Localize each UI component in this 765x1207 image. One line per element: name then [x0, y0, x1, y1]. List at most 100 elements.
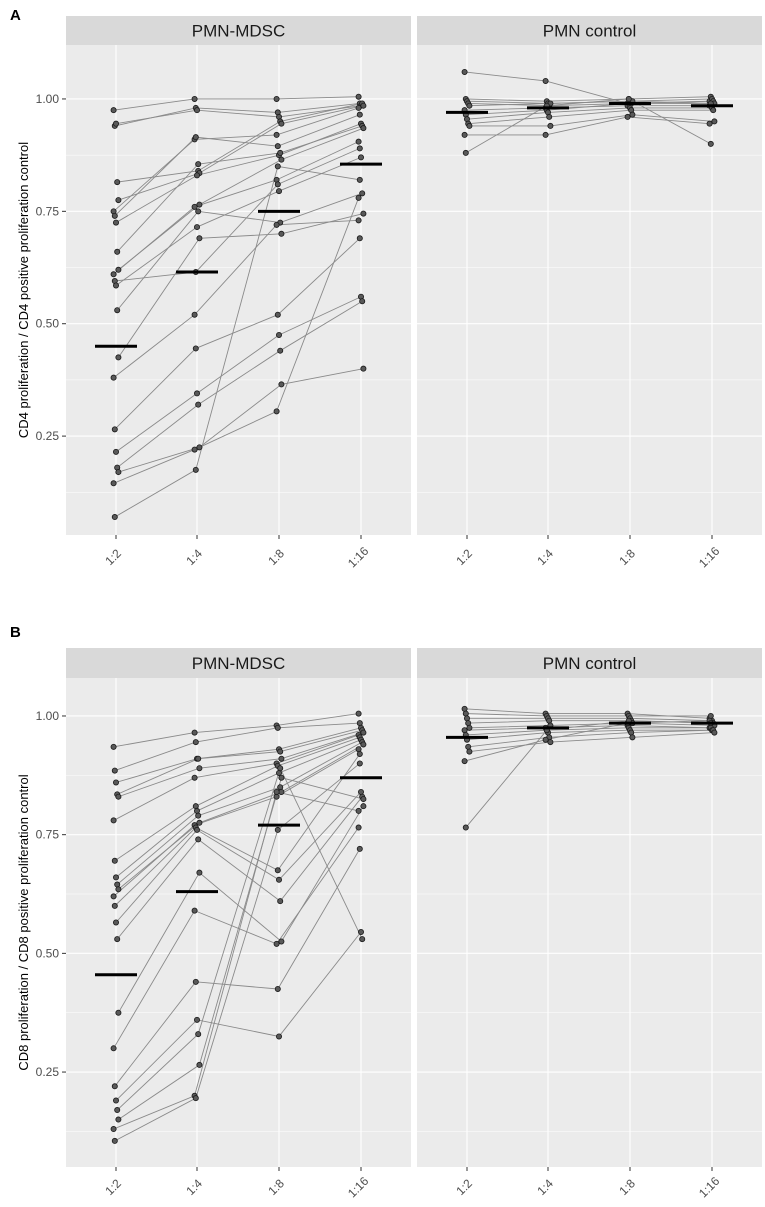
- data-point: [466, 102, 473, 109]
- data-point: [110, 1126, 117, 1133]
- x-tick-label: 1:2: [102, 546, 124, 568]
- x-tick-label: 1:4: [534, 546, 556, 568]
- y-tick-label: 0.75: [36, 828, 60, 842]
- data-point: [114, 307, 121, 314]
- facet-pmn-mdsc: PMN-MDSC 1:2 1:4 1:8 1:16: [66, 648, 411, 1200]
- data-point: [196, 765, 203, 772]
- data-point: [706, 120, 713, 127]
- subject-line: [114, 753, 361, 907]
- data-point: [355, 194, 362, 201]
- data-point: [274, 985, 281, 992]
- subject-line: [113, 827, 359, 1049]
- data-point: [113, 779, 120, 786]
- data-point: [191, 95, 198, 102]
- data-point: [273, 95, 280, 102]
- facet-title: PMN-MDSC: [192, 654, 286, 673]
- data-point: [113, 219, 120, 226]
- data-point: [277, 898, 284, 905]
- data-point: [360, 365, 367, 372]
- data-point: [278, 938, 285, 945]
- data-point: [357, 154, 364, 161]
- data-point: [274, 143, 281, 150]
- data-point: [193, 172, 200, 179]
- subject-line: [465, 102, 711, 116]
- plot-panel: [417, 45, 762, 535]
- subject-line: [465, 727, 711, 736]
- facet-title: PMN control: [543, 654, 637, 673]
- data-point: [273, 131, 280, 138]
- facet-strip: [66, 16, 411, 45]
- subject-line: [465, 713, 711, 717]
- subject-line: [115, 296, 362, 453]
- data-point: [110, 893, 117, 900]
- data-point: [275, 188, 282, 195]
- y-axis-label: CD4 proliferation / CD4 positive prolife…: [16, 142, 31, 438]
- subject-line: [466, 729, 712, 741]
- data-point: [275, 331, 282, 338]
- data-point: [546, 113, 553, 120]
- data-point: [192, 978, 199, 985]
- subject-line: [115, 739, 362, 878]
- data-point: [629, 734, 636, 741]
- data-point: [195, 812, 202, 819]
- data-point: [278, 381, 285, 388]
- data-point: [115, 469, 122, 476]
- data-point: [110, 271, 117, 278]
- x-tick-label: 1:16: [345, 544, 372, 571]
- data-point: [547, 122, 554, 129]
- x-tick-label: 1:2: [453, 546, 475, 568]
- data-point: [547, 739, 554, 746]
- data-point: [466, 724, 473, 731]
- data-point: [625, 95, 632, 102]
- data-point: [355, 93, 362, 100]
- facet-pmn-control: PMN control 1:2 1:4 1:8 1:16: [417, 16, 762, 570]
- data-point: [115, 354, 122, 361]
- subject-line: [115, 791, 362, 923]
- data-point: [110, 107, 117, 114]
- data-point: [195, 401, 202, 408]
- data-point: [355, 710, 362, 717]
- data-point: [195, 208, 202, 215]
- x-tick-label: 1:2: [102, 1176, 124, 1198]
- data-point: [192, 1095, 199, 1102]
- subject-line: [469, 722, 715, 729]
- subject-line: [113, 748, 359, 897]
- data-point: [192, 466, 199, 473]
- y-tick-label: 0.50: [36, 317, 60, 331]
- data-point: [355, 217, 362, 224]
- x-tick-label: 1:2: [453, 1176, 475, 1198]
- data-point: [355, 104, 362, 111]
- data-point: [111, 902, 118, 909]
- data-point: [360, 729, 367, 736]
- data-point: [273, 788, 280, 795]
- panel-tag: B: [10, 624, 21, 641]
- data-point: [115, 266, 122, 273]
- data-point: [196, 235, 203, 242]
- subject-line: [113, 219, 359, 379]
- subject-line: [114, 114, 360, 217]
- data-point: [113, 282, 120, 289]
- plot-panel: [417, 678, 762, 1167]
- data-point: [114, 179, 121, 186]
- data-point: [355, 824, 362, 831]
- subject-line: [114, 237, 361, 430]
- data-point: [111, 857, 118, 864]
- y-tick-label: 0.75: [36, 204, 60, 218]
- data-point: [115, 793, 122, 800]
- data-point: [466, 748, 473, 755]
- subject-line: [115, 931, 362, 1101]
- facet-title: PMN control: [543, 22, 637, 41]
- facet-strip: [66, 648, 411, 678]
- y-tick-label: 0.50: [36, 946, 60, 960]
- data-point: [356, 750, 363, 757]
- data-point: [461, 68, 468, 75]
- data-point: [277, 347, 284, 354]
- data-point: [277, 748, 284, 755]
- data-point: [277, 149, 284, 156]
- data-point: [192, 739, 199, 746]
- data-point: [113, 1097, 120, 1104]
- data-point: [462, 149, 469, 156]
- data-point: [110, 1045, 117, 1052]
- subject-line: [118, 805, 364, 1013]
